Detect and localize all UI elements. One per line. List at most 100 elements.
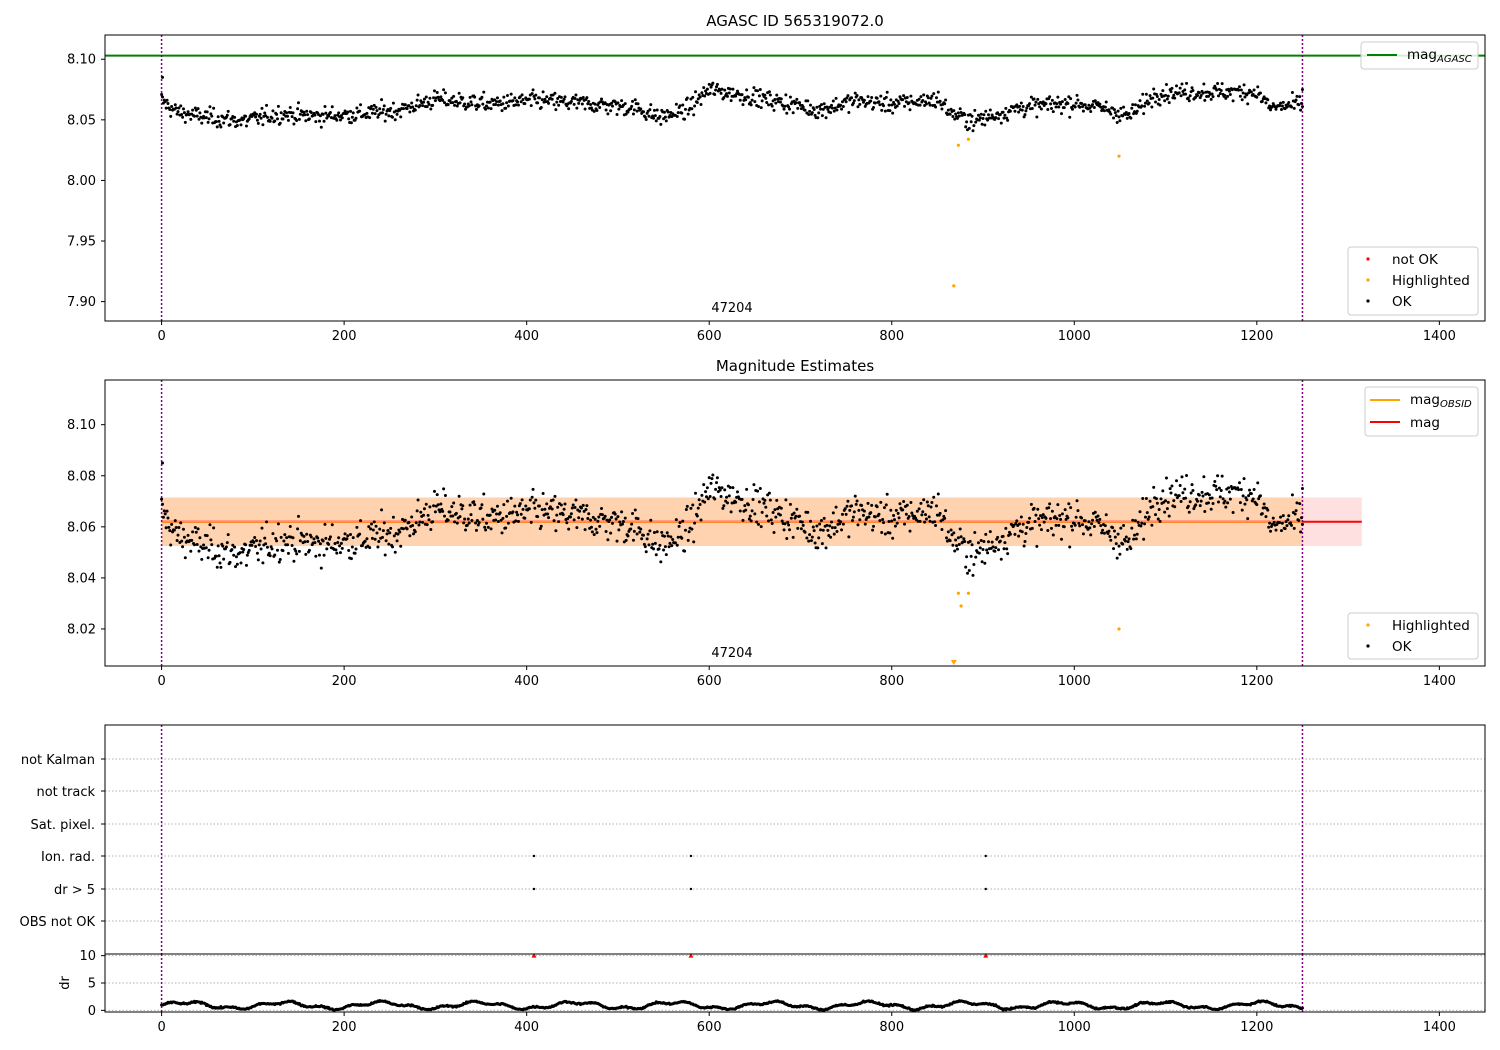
ok-point	[425, 523, 429, 527]
ok-point	[723, 488, 727, 492]
ok-point	[921, 99, 925, 103]
ok-point	[727, 494, 731, 498]
ok-point	[1142, 112, 1146, 116]
ok-point	[578, 509, 582, 513]
ok-point	[738, 98, 742, 102]
ok-point	[1133, 519, 1137, 523]
ok-point	[943, 102, 947, 106]
ok-point	[956, 536, 960, 540]
ok-point	[286, 118, 290, 122]
ok-point	[1186, 96, 1190, 100]
ok-point	[521, 97, 525, 101]
ok-point	[340, 546, 344, 550]
ok-point	[1135, 109, 1139, 113]
ok-point	[1242, 83, 1246, 87]
ok-point	[537, 504, 541, 508]
ok-point	[450, 505, 454, 509]
ok-point	[968, 539, 972, 543]
ok-point	[273, 119, 277, 123]
ok-point	[1017, 110, 1021, 114]
ok-point	[536, 515, 540, 519]
ok-point	[1279, 529, 1283, 533]
ok-point	[365, 537, 369, 541]
ok-point	[1117, 544, 1121, 548]
magnitude-top-legend: magOBSID mag	[1364, 386, 1479, 437]
ok-point	[1243, 95, 1247, 99]
ok-point	[643, 115, 647, 119]
ok-point	[722, 504, 726, 508]
ok-point	[870, 96, 874, 100]
ok-point	[194, 530, 198, 534]
ok-point	[904, 512, 908, 516]
ok-point	[161, 502, 164, 506]
ok-point	[788, 502, 792, 506]
ok-point	[1237, 85, 1241, 89]
ok-point	[666, 110, 670, 114]
ok-point	[788, 95, 792, 99]
ok-point	[411, 532, 415, 536]
ok-point	[910, 511, 914, 515]
ok-point	[485, 521, 489, 525]
ok-point	[778, 513, 782, 517]
ok-point	[1057, 105, 1061, 109]
ok-point	[346, 110, 350, 114]
ok-point	[631, 99, 635, 103]
ok-point	[609, 531, 613, 535]
ok-point	[414, 521, 418, 525]
ok-point	[861, 513, 865, 517]
ok-point	[850, 96, 854, 100]
ok-point	[511, 99, 515, 103]
ok-point	[934, 105, 938, 109]
ok-point	[1180, 475, 1184, 479]
ok-point	[1294, 509, 1298, 513]
ok-point	[1021, 104, 1025, 108]
ok-point	[636, 517, 640, 521]
ok-point	[395, 539, 399, 543]
ok-point	[421, 520, 425, 524]
ok-point	[387, 114, 391, 118]
ok-point	[1062, 106, 1066, 110]
ok-point	[1008, 532, 1012, 536]
ok-point	[255, 112, 259, 116]
ok-point	[1231, 511, 1235, 515]
ok-point	[468, 503, 472, 507]
ok-point	[878, 519, 882, 523]
ok-point	[519, 512, 523, 516]
ok-point	[843, 507, 847, 511]
ok-point	[323, 522, 327, 526]
ok-point	[436, 95, 440, 99]
ok-point	[1138, 99, 1142, 103]
ok-point	[273, 553, 277, 557]
ok-point	[448, 510, 452, 514]
ok-point	[881, 518, 885, 522]
ok-point	[921, 510, 925, 514]
ok-point	[1104, 513, 1108, 517]
ok-point	[1278, 521, 1282, 525]
ok-point	[1281, 100, 1285, 104]
ok-point	[359, 519, 363, 523]
ok-point	[1188, 500, 1192, 504]
ok-point	[506, 499, 509, 503]
ok-point	[1292, 106, 1296, 110]
ok-point	[751, 498, 755, 502]
ok-point	[948, 112, 952, 116]
ok-point	[641, 110, 645, 114]
ok-point	[948, 539, 952, 543]
ok-point	[318, 542, 322, 546]
ok-point	[516, 103, 520, 107]
ok-point	[173, 103, 177, 107]
ok-point	[994, 546, 998, 550]
ok-point	[655, 108, 659, 112]
ok-point	[885, 492, 889, 496]
ok-point	[458, 101, 462, 105]
ok-point	[1154, 100, 1158, 104]
ok-point	[374, 105, 378, 109]
ok-point	[879, 500, 883, 504]
ok-point	[480, 503, 484, 507]
ok-point	[1069, 97, 1073, 101]
ok-point	[595, 531, 599, 535]
ok-point	[727, 91, 731, 95]
ok-point	[279, 535, 283, 539]
ok-point	[810, 111, 814, 115]
ok-point	[604, 530, 608, 534]
